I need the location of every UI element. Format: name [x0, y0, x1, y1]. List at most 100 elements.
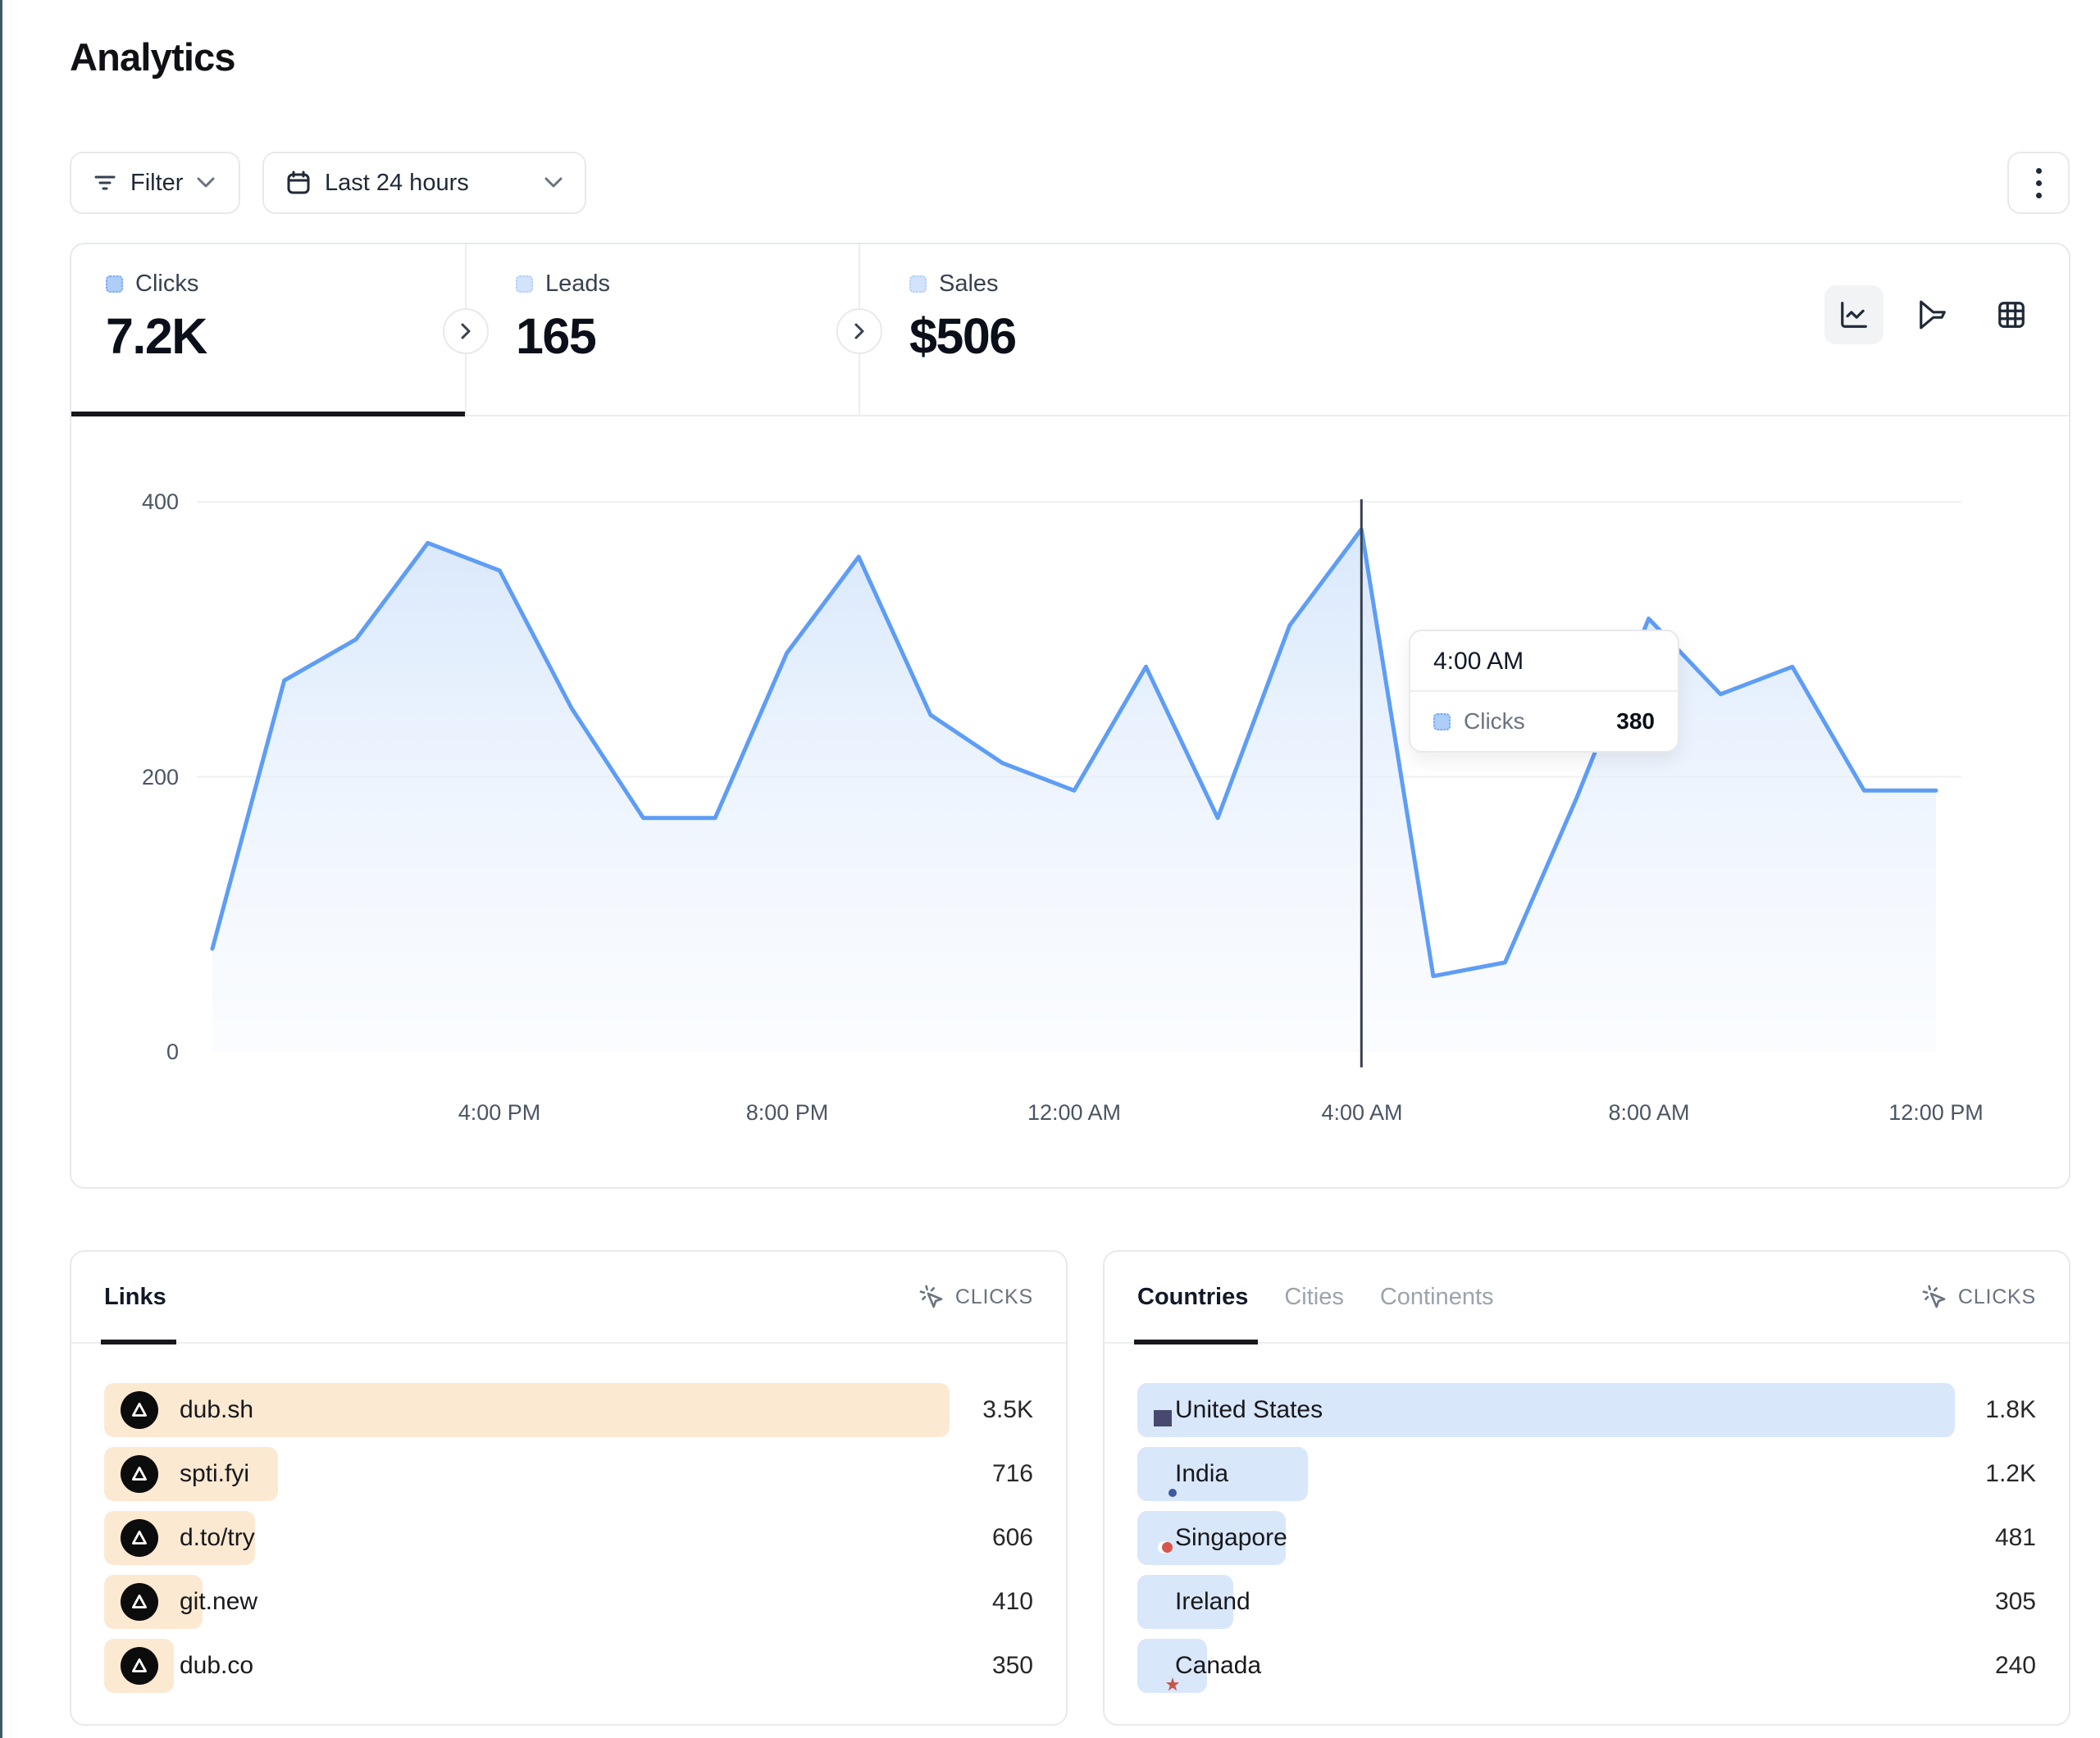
- value-bar: [1137, 1511, 1286, 1565]
- stat-value: 165: [516, 308, 597, 364]
- list-item-value: 240: [1994, 1652, 2036, 1679]
- list-item-value: 481: [1994, 1524, 2036, 1551]
- list-item[interactable]: Canada 240: [1137, 1639, 2036, 1693]
- list-item-label: git.new: [180, 1588, 258, 1615]
- leads-series-marker: [516, 275, 533, 293]
- chart-area-fill: [212, 529, 1936, 1052]
- tooltip-time: 4:00 AM: [1410, 631, 1678, 692]
- chart-tooltip: 4:00 AM Clicks 380: [1409, 630, 1679, 753]
- window-left-edge: [0, 0, 2, 1738]
- list-item[interactable]: dub.co 350: [104, 1639, 1033, 1693]
- links-metric-selector[interactable]: CLICKS: [918, 1284, 1033, 1310]
- y-axis-tick: 400: [141, 489, 179, 514]
- x-axis-tick: 4:00 PM: [458, 1100, 541, 1125]
- tab-continents[interactable]: Continents: [1379, 1283, 1494, 1310]
- list-item[interactable]: Singapore 481: [1137, 1511, 2036, 1565]
- dub-logo-icon: [121, 1583, 158, 1621]
- y-axis-tick: 0: [166, 1040, 179, 1064]
- list-item-value: 305: [1994, 1588, 2036, 1615]
- tab-sales[interactable]: Sales $506: [859, 244, 1252, 416]
- x-axis-tick: 12:00 PM: [1888, 1100, 1984, 1125]
- list-item[interactable]: d.to/try 606: [104, 1511, 1033, 1565]
- value-bar: [104, 1383, 950, 1437]
- y-axis-tick: 200: [141, 765, 179, 789]
- x-axis-tick: 8:00 AM: [1608, 1100, 1690, 1125]
- stat-value: $506: [909, 308, 1017, 364]
- active-tab-indicator: [71, 412, 465, 416]
- stat-label: Leads: [545, 271, 611, 297]
- links-panel-header: Links CLICKS: [71, 1252, 1066, 1344]
- list-item-value: 716: [991, 1460, 1033, 1487]
- list-item-label: spti.fyi: [180, 1460, 250, 1487]
- line-chart-icon: [1838, 299, 1870, 330]
- sales-series-marker: [909, 275, 927, 293]
- metric-label: CLICKS: [1957, 1285, 2036, 1308]
- dub-logo-icon: [121, 1647, 158, 1685]
- list-item-value: 3.5K: [982, 1396, 1033, 1423]
- stat-label: Sales: [939, 271, 999, 297]
- stat-label: Clicks: [135, 271, 199, 297]
- x-axis-tick: 4:00 AM: [1321, 1100, 1403, 1125]
- tab-countries[interactable]: Countries: [1133, 1251, 1259, 1344]
- links-list: dub.sh 3.5K spti.fyi 716 d.to/try 606 git.new 4…: [104, 1383, 1033, 1693]
- value-bar: [1137, 1447, 1309, 1501]
- list-item[interactable]: Ireland 305: [1137, 1575, 2036, 1629]
- tab-cities[interactable]: Cities: [1284, 1283, 1344, 1310]
- table-grid-icon: [1996, 299, 2027, 330]
- table-view-button[interactable]: [1982, 285, 2041, 344]
- list-item-value: 1.2K: [1985, 1460, 2036, 1487]
- dub-logo-icon: [121, 1455, 158, 1493]
- list-item-label: Singapore: [1175, 1524, 1287, 1551]
- chevron-down-icon: [196, 176, 216, 189]
- line-chart-view-button[interactable]: [1824, 285, 1884, 344]
- funnel-view-button[interactable]: [1903, 285, 1962, 344]
- tooltip-series-label: Clicks: [1464, 708, 1525, 734]
- list-item-label: Canada: [1175, 1652, 1262, 1679]
- x-axis-tick: 12:00 AM: [1027, 1100, 1122, 1125]
- list-item-label: India: [1175, 1460, 1229, 1487]
- list-item[interactable]: dub.sh 3.5K: [104, 1383, 1033, 1437]
- value-bar: [1137, 1383, 1956, 1437]
- countries-list: United States 1.8K India 1.2K Singapore 481 Ir…: [1137, 1383, 2036, 1693]
- date-range-button[interactable]: Last 24 hours: [262, 152, 586, 214]
- x-axis-tick: 8:00 PM: [745, 1100, 829, 1125]
- tab-leads[interactable]: Leads 165: [465, 244, 859, 416]
- expand-leads-button[interactable]: [443, 308, 489, 354]
- list-item-label: Ireland: [1175, 1588, 1250, 1615]
- list-item[interactable]: United States 1.8K: [1137, 1383, 2036, 1437]
- list-item-label: d.to/try: [180, 1524, 255, 1551]
- list-item[interactable]: git.new 410: [104, 1575, 1033, 1629]
- list-item-value: 1.8K: [1985, 1396, 2036, 1423]
- countries-metric-selector[interactable]: CLICKS: [1921, 1284, 2036, 1310]
- list-item-label: United States: [1175, 1396, 1323, 1423]
- more-menu-button[interactable]: [2007, 152, 2070, 214]
- list-item[interactable]: India 1.2K: [1137, 1447, 2036, 1501]
- list-item-label: dub.sh: [180, 1396, 254, 1423]
- page-title: Analytics: [70, 35, 236, 79]
- tab-links[interactable]: Links: [101, 1251, 176, 1344]
- metric-tabs: Clicks 7.2K Leads 165 Sales $506: [71, 244, 2069, 416]
- tooltip-value: 380: [1616, 708, 1655, 734]
- expand-sales-button[interactable]: [836, 308, 882, 354]
- list-item[interactable]: spti.fyi 716: [104, 1447, 1033, 1501]
- date-range-label: Last 24 hours: [325, 169, 469, 196]
- chevron-down-icon: [544, 176, 563, 189]
- filter-button[interactable]: Filter: [70, 152, 240, 214]
- list-item-value: 410: [991, 1588, 1033, 1615]
- metric-label: CLICKS: [954, 1285, 1033, 1308]
- countries-panel-header: Countries Cities Continents CLICKS: [1105, 1252, 2069, 1344]
- tab-clicks[interactable]: Clicks 7.2K: [71, 244, 465, 416]
- chart-view-toggles: [1824, 285, 2041, 344]
- dub-logo-icon: [121, 1519, 158, 1557]
- list-item-value: 350: [991, 1652, 1033, 1679]
- cursor-click-icon: [1921, 1284, 1947, 1310]
- dub-logo-icon: [121, 1391, 158, 1429]
- filter-icon: [93, 171, 117, 195]
- cursor-click-icon: [918, 1284, 945, 1310]
- filter-button-label: Filter: [130, 169, 184, 196]
- stat-value: 7.2K: [106, 308, 207, 364]
- clicks-area-chart[interactable]: [197, 488, 1961, 1074]
- clicks-series-marker: [1433, 712, 1451, 730]
- list-item-label: dub.co: [180, 1652, 254, 1679]
